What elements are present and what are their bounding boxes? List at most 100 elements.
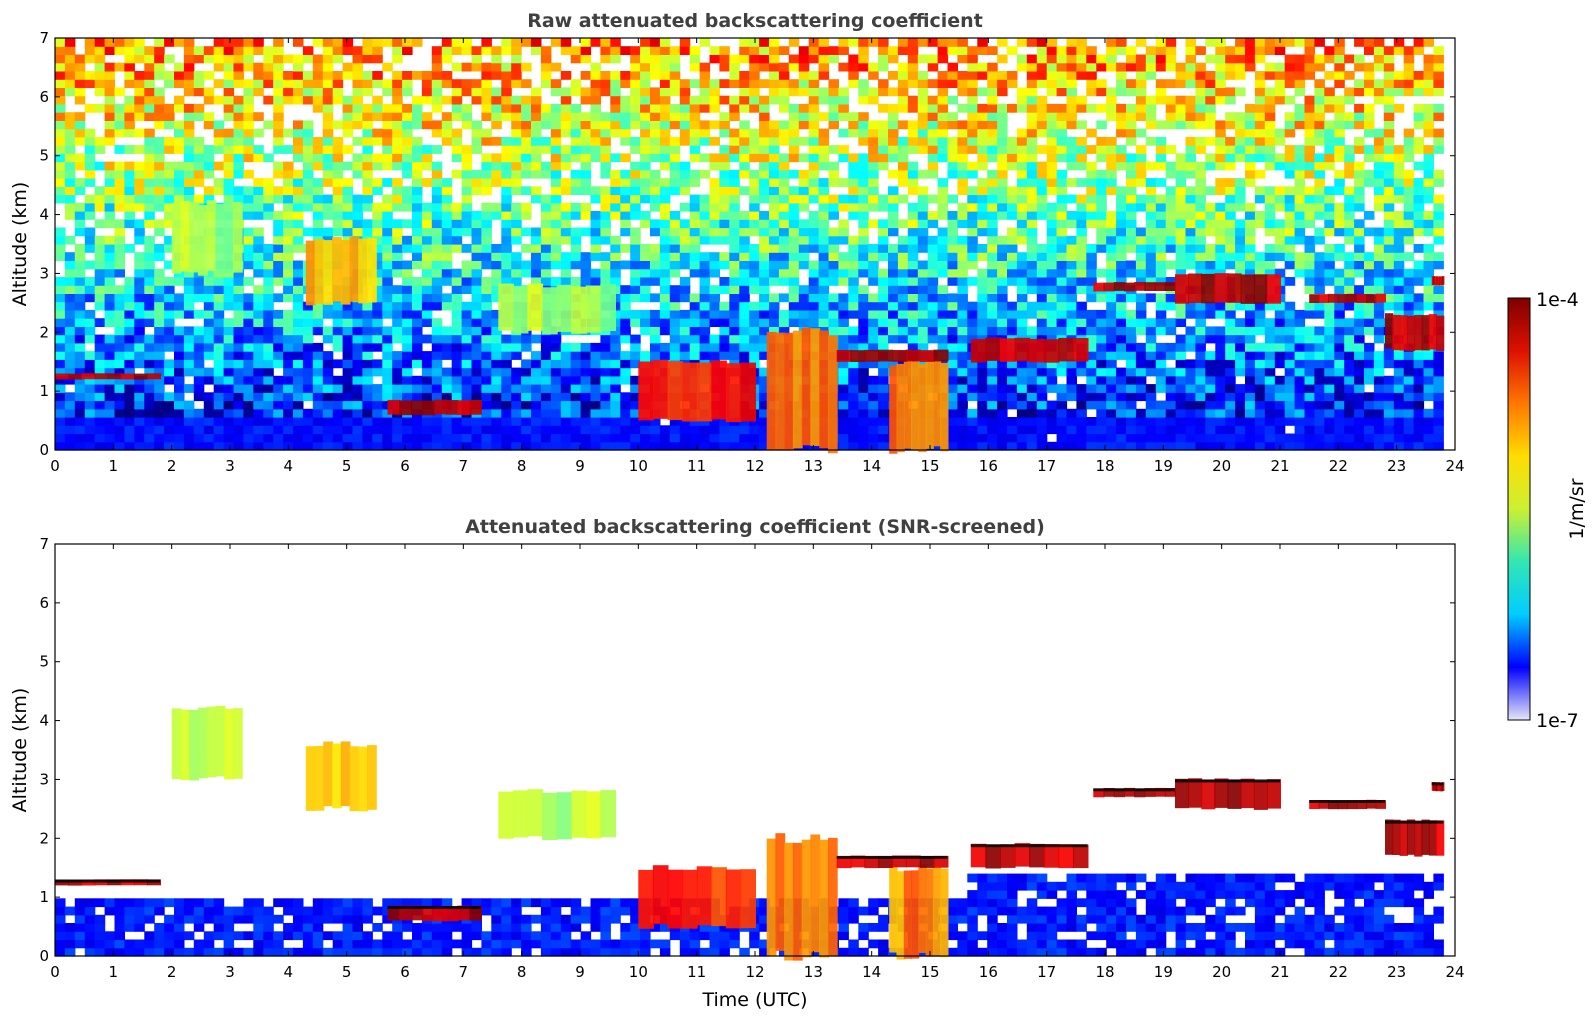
heatmap-cell	[987, 169, 998, 179]
heatmap-cell	[769, 235, 780, 245]
heatmap-cell	[1066, 112, 1077, 121]
heatmap-cell	[987, 408, 998, 418]
heatmap-cell	[114, 433, 125, 443]
heatmap-cell	[947, 244, 958, 253]
heatmap-cell	[491, 46, 502, 55]
heatmap-cell	[124, 392, 135, 402]
heatmap-cell	[699, 128, 711, 138]
heatmap-cell	[94, 235, 106, 245]
heatmap-cell	[144, 301, 155, 311]
heatmap-cell	[273, 62, 284, 72]
heatmap-cell	[997, 161, 1008, 171]
heatmap-cell	[630, 408, 641, 418]
heatmap-cell	[749, 103, 760, 113]
heatmap-cell	[560, 441, 572, 451]
heatmap-cell	[580, 392, 592, 402]
heatmap-cell	[1165, 441, 1177, 451]
heatmap-cell	[74, 202, 86, 212]
heatmap-cell	[1106, 38, 1117, 47]
heatmap-cell	[739, 441, 750, 451]
heatmap-cell	[560, 252, 572, 261]
heatmap-cell	[223, 186, 235, 196]
heatmap-cell	[461, 351, 473, 360]
heatmap-cell	[1165, 202, 1177, 212]
heatmap-cell	[1066, 95, 1077, 105]
heatmap-cell	[640, 153, 651, 163]
heatmap-cell	[1016, 433, 1028, 443]
heatmap-cell	[947, 441, 958, 451]
heatmap-cell	[461, 277, 473, 286]
heatmap-cell	[838, 425, 849, 435]
heatmap-cell	[1165, 375, 1177, 385]
heatmap-cell	[1145, 136, 1157, 146]
heatmap-cell	[342, 128, 354, 138]
heatmap-cell	[957, 38, 968, 47]
heatmap-cell	[709, 235, 720, 245]
heatmap-cell	[164, 145, 175, 154]
heatmap-cell	[1116, 425, 1127, 435]
heatmap-cell	[352, 400, 363, 410]
heatmap-cell	[848, 194, 859, 204]
heatmap-cell	[759, 277, 770, 286]
heatmap-cell	[74, 244, 86, 253]
heatmap-cell	[283, 375, 294, 385]
heatmap-cell	[907, 211, 919, 220]
heatmap-cell	[1007, 425, 1018, 435]
heatmap-cell	[788, 285, 800, 294]
heatmap-cell	[1016, 62, 1028, 72]
heatmap-cell	[332, 136, 344, 146]
heatmap-cell	[689, 62, 701, 72]
heatmap-cell	[1155, 161, 1167, 171]
heatmap-cell	[1155, 326, 1167, 336]
heatmap-cell	[64, 202, 76, 212]
heatmap-cell	[273, 260, 284, 270]
heatmap-cell	[590, 145, 601, 154]
heatmap-cell	[679, 441, 691, 451]
heatmap-cell	[570, 417, 582, 426]
heatmap-cell	[1175, 71, 1187, 80]
heatmap-cell	[203, 71, 215, 80]
heatmap-cell	[273, 326, 284, 336]
heatmap-cell	[550, 367, 562, 377]
heatmap-cell	[1026, 161, 1038, 171]
heatmap-cell	[1086, 103, 1097, 113]
heatmap-cell	[1016, 293, 1028, 303]
heatmap-cell	[788, 235, 800, 245]
heatmap-cell	[352, 194, 363, 204]
heatmap-cell	[124, 318, 135, 327]
heatmap-cell	[1135, 433, 1147, 443]
heatmap-cell	[491, 309, 502, 319]
heatmap-cell	[570, 375, 582, 385]
heatmap-cell	[1066, 62, 1077, 72]
heatmap-cell	[917, 326, 929, 336]
heatmap-cell	[610, 38, 621, 47]
heatmap-cell	[124, 54, 135, 64]
heatmap-cell	[1016, 268, 1028, 278]
heatmap-cell	[848, 293, 859, 303]
heatmap-cell	[144, 277, 155, 286]
heatmap-cell	[174, 103, 185, 113]
heatmap-cell	[590, 227, 601, 237]
heatmap-cell	[312, 309, 324, 319]
heatmap-cell	[481, 326, 492, 336]
heatmap-cell	[967, 87, 978, 97]
heatmap-cell	[729, 112, 740, 121]
heatmap-cell	[372, 136, 383, 146]
heatmap-cell	[778, 318, 790, 327]
heatmap-cell	[620, 169, 631, 179]
heatmap-cell	[1185, 244, 1196, 253]
heatmap-cell	[1026, 103, 1038, 113]
heatmap-cell	[1165, 260, 1177, 270]
heatmap-cell	[838, 293, 849, 303]
heatmap-cell	[421, 392, 433, 402]
heatmap-cell	[501, 235, 512, 245]
heatmap-cell	[729, 301, 740, 311]
heatmap-cell	[312, 79, 324, 88]
heatmap-cell	[1155, 293, 1167, 303]
heatmap-cell	[332, 334, 344, 344]
heatmap-cell	[878, 46, 889, 55]
heatmap-cell	[729, 252, 740, 261]
heatmap-cell	[243, 260, 254, 270]
heatmap-cell	[868, 359, 879, 369]
heatmap-cell	[332, 46, 344, 55]
